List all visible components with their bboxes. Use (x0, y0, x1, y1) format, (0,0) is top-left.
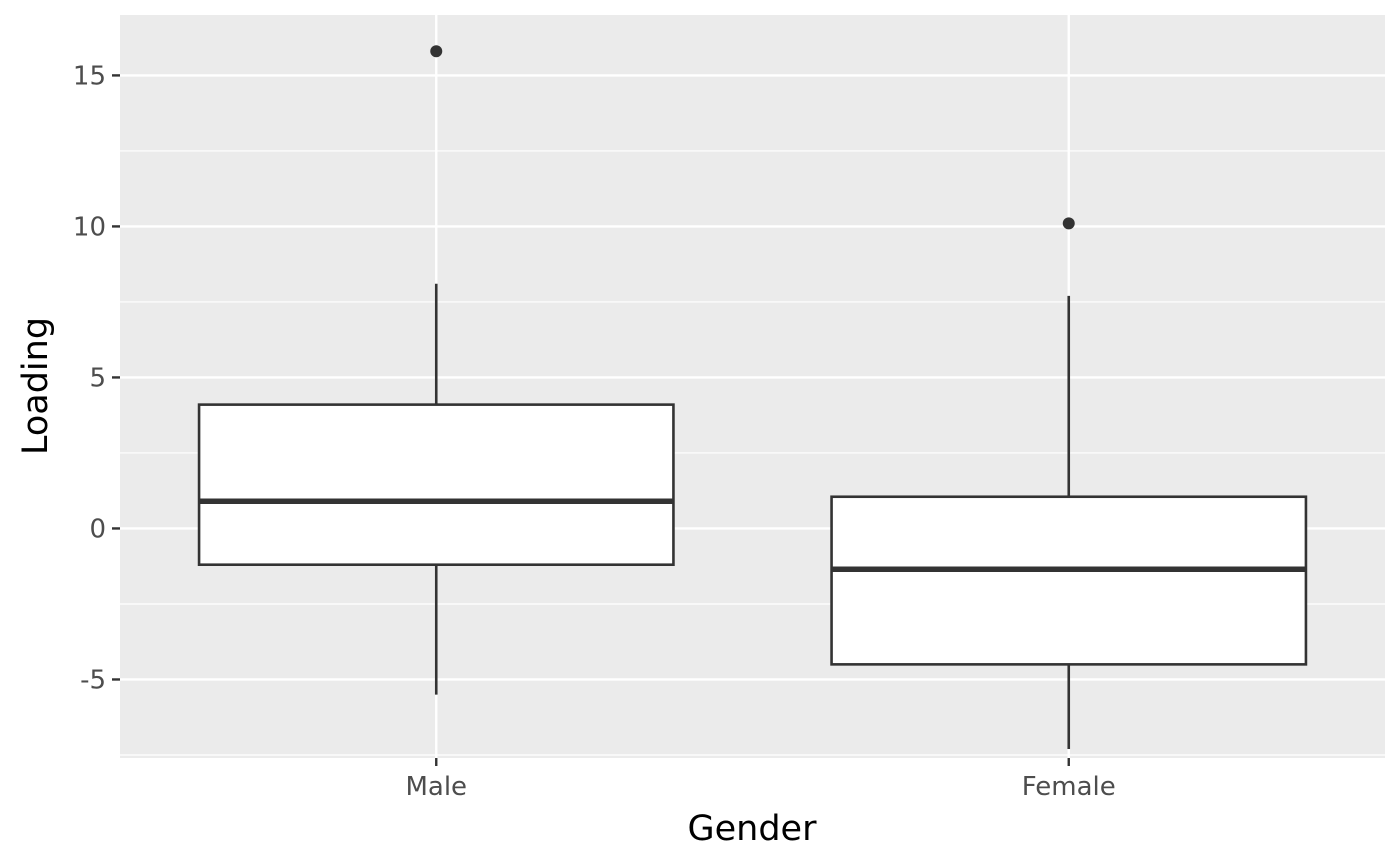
x-axis: Male Female (405, 758, 1116, 802)
x-tick-label: Male (405, 772, 467, 802)
y-tick-label: 15 (73, 61, 106, 91)
x-tick-label: Female (1022, 772, 1116, 802)
box-iqr (830, 495, 1308, 666)
x-axis-title: Gender (688, 809, 818, 849)
y-tick-label: -5 (80, 665, 106, 695)
y-tick-label: 5 (89, 363, 106, 393)
box-female (830, 217, 1308, 749)
box-iqr (197, 403, 675, 566)
y-tick-label: 0 (89, 514, 106, 544)
box-series (197, 45, 1308, 749)
box-male (197, 45, 675, 695)
y-axis: -5 0 5 10 15 (73, 61, 120, 695)
y-tick-label: 10 (73, 212, 106, 242)
outlier-point (1062, 217, 1075, 230)
y-axis-title: Loading (16, 317, 56, 455)
outlier-point (430, 45, 443, 58)
